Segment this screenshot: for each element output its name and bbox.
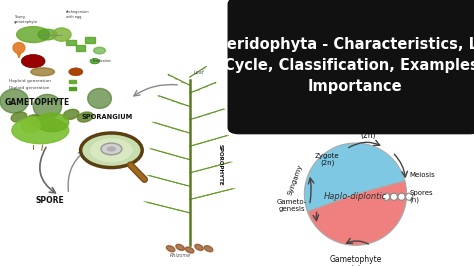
Circle shape	[81, 133, 142, 168]
Ellipse shape	[78, 112, 93, 122]
Text: Haplo-diplontic: Haplo-diplontic	[324, 192, 387, 201]
Circle shape	[101, 143, 122, 155]
Ellipse shape	[12, 117, 69, 144]
Ellipse shape	[88, 88, 111, 109]
Ellipse shape	[38, 29, 57, 40]
Text: Fertilization: Fertilization	[92, 59, 111, 63]
Text: Gametophyte
(n): Gametophyte (n)	[329, 255, 382, 266]
Text: SPORE: SPORE	[36, 196, 64, 205]
Ellipse shape	[176, 244, 184, 250]
Text: Sporophyte
(2n): Sporophyte (2n)	[346, 121, 390, 140]
Text: Pteridophyta - Characteristics, Life
Cycle, Classification, Examples,
Importance: Pteridophyta - Characteristics, Life Cyc…	[210, 37, 474, 94]
Ellipse shape	[0, 89, 28, 113]
Bar	[85, 37, 95, 43]
Circle shape	[90, 59, 100, 64]
Ellipse shape	[31, 68, 55, 76]
Text: Zygote
(2n): Zygote (2n)	[315, 153, 340, 166]
Ellipse shape	[52, 28, 71, 41]
Text: Young
gametophyte: Young gametophyte	[14, 15, 38, 24]
FancyBboxPatch shape	[228, 0, 474, 134]
Bar	[69, 80, 76, 83]
Circle shape	[383, 193, 390, 200]
Ellipse shape	[195, 244, 203, 250]
Text: SPOROPHYTE: SPOROPHYTE	[218, 144, 223, 186]
Ellipse shape	[13, 43, 25, 53]
Text: Spores
(n): Spores (n)	[409, 190, 433, 203]
Circle shape	[390, 193, 397, 200]
Ellipse shape	[36, 113, 69, 132]
Ellipse shape	[204, 246, 213, 252]
Text: Diploid generation: Diploid generation	[9, 86, 50, 90]
FancyArrowPatch shape	[18, 53, 20, 57]
Ellipse shape	[21, 117, 40, 133]
Bar	[76, 45, 85, 51]
Ellipse shape	[166, 246, 175, 252]
Text: Syngamy: Syngamy	[287, 164, 303, 196]
Bar	[66, 40, 76, 45]
Text: Meiosis: Meiosis	[409, 172, 435, 178]
Text: Haploid generation: Haploid generation	[9, 79, 51, 83]
Ellipse shape	[185, 247, 194, 253]
Circle shape	[398, 193, 405, 200]
Ellipse shape	[26, 115, 41, 125]
Wedge shape	[304, 143, 405, 212]
Text: GAMETOPHYTE: GAMETOPHYTE	[5, 98, 70, 107]
Ellipse shape	[11, 112, 27, 122]
Wedge shape	[308, 181, 407, 245]
Text: SPORANGIUM: SPORANGIUM	[81, 114, 132, 120]
Ellipse shape	[17, 27, 50, 43]
Circle shape	[406, 193, 413, 200]
Circle shape	[90, 138, 133, 162]
Ellipse shape	[64, 109, 79, 119]
Text: Rhizome: Rhizome	[170, 253, 191, 258]
Text: Gameto-
genesis: Gameto- genesis	[276, 199, 307, 212]
Text: Archegonium
with egg: Archegonium with egg	[66, 10, 90, 19]
Circle shape	[69, 68, 83, 76]
Circle shape	[21, 55, 45, 68]
Bar	[69, 87, 76, 90]
Text: Leaf: Leaf	[194, 70, 205, 76]
Circle shape	[107, 146, 116, 152]
Ellipse shape	[93, 47, 105, 54]
Ellipse shape	[33, 94, 62, 118]
